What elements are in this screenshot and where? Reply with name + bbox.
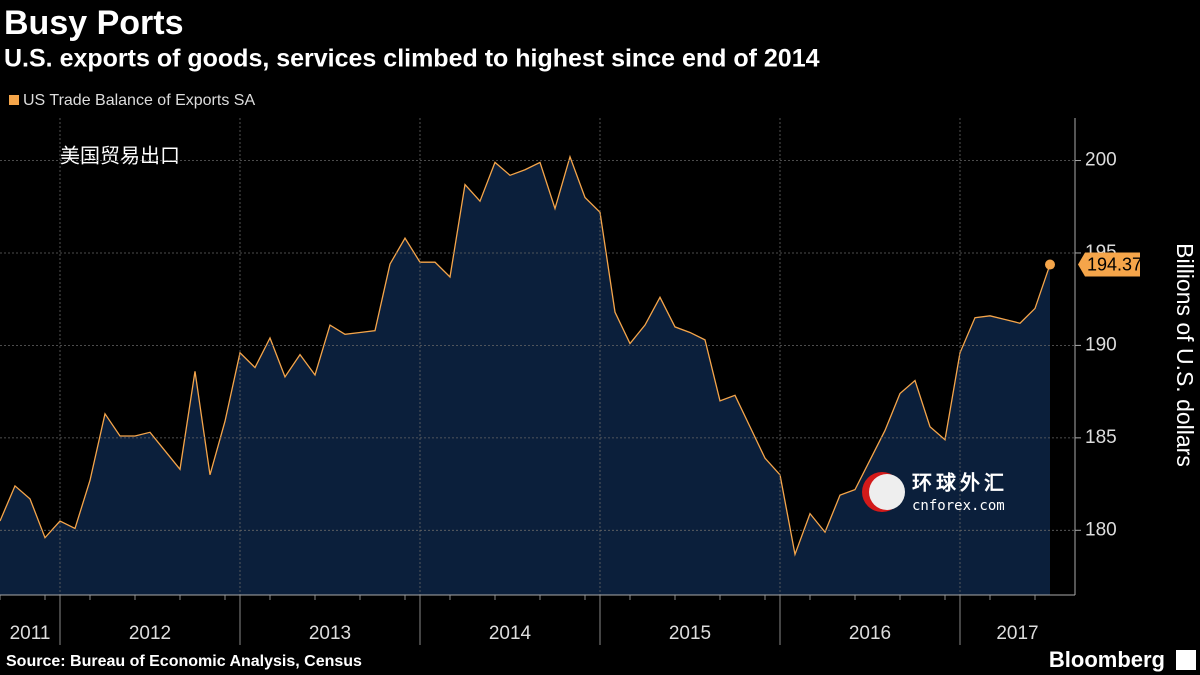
last-point [1045,259,1055,270]
value-label-box [1078,252,1140,277]
watermark-text: 环球外汇 [912,470,1008,494]
chart-subtitle: U.S. exports of goods, services climbed … [4,45,820,73]
y-tick-label: 200 [1085,150,1117,171]
line [0,154,1051,557]
y-tick-label: 185 [1085,427,1117,448]
watermark-logo-inner [869,474,905,510]
annotation: 美国贸易出口 [60,144,180,167]
x-tick-label: 2015 [669,623,711,644]
plot [0,154,1051,596]
legend-swatch [9,95,19,105]
brand-icon [1176,650,1196,670]
x-tick-label: 2017 [996,623,1038,644]
watermark-url: cnforex.com [912,498,1005,514]
y-tick-label: 190 [1085,334,1117,355]
area [0,156,1050,596]
y-tick-label: 180 [1085,519,1117,540]
value-label: 194.374 [1087,254,1152,274]
chart-title: Busy Ports [4,4,184,42]
legend-label: US Trade Balance of Exports SA [23,92,255,109]
x-tick-label: 2013 [309,623,351,644]
x-tick-label: 2012 [129,623,171,644]
brand: Bloomberg [1049,647,1165,672]
source: Source: Bureau of Economic Analysis, Cen… [6,653,362,670]
x-tick-label: 2016 [849,623,891,644]
x-tick-label: 2014 [489,623,532,644]
y-axis-label: Billions of U.S. dollars [1172,243,1198,467]
x-tick-label: 2011 [10,623,51,644]
